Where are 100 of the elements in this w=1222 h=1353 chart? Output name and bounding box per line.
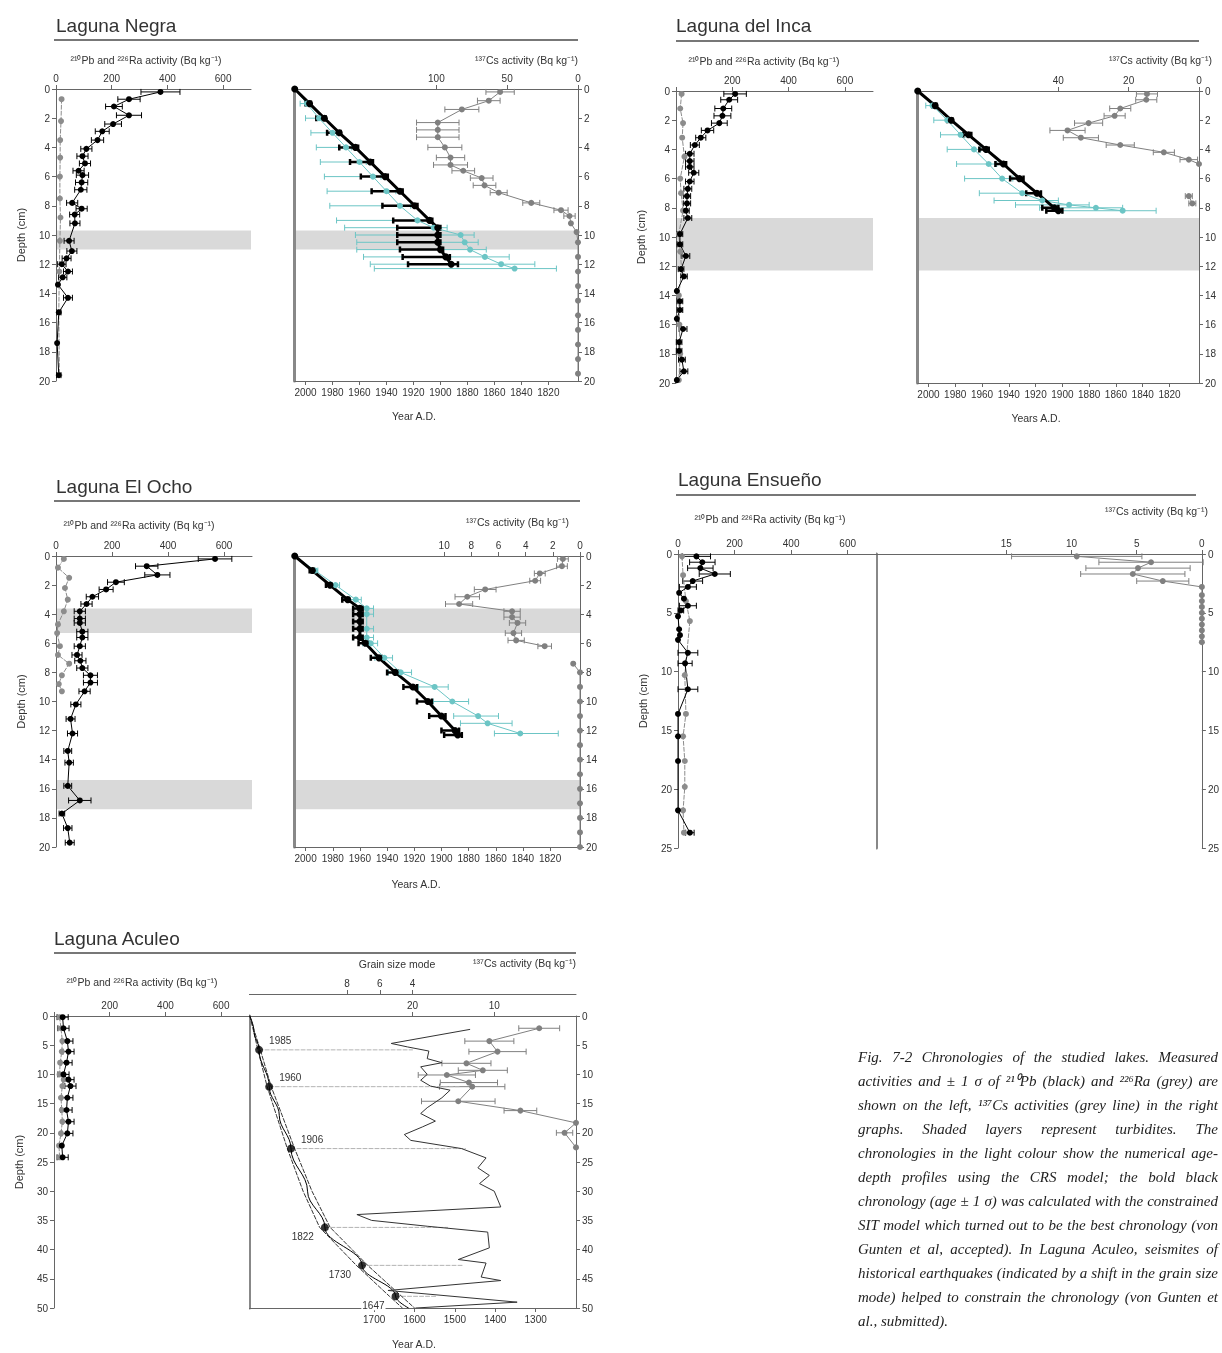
- chart-title: Laguna El Ocho: [56, 475, 193, 497]
- y-tick-label: 4: [1205, 143, 1211, 155]
- y-tick-label: 15: [660, 724, 673, 736]
- y-tick-label: 8: [584, 200, 590, 212]
- x-tick-label: 1820: [537, 386, 560, 398]
- x-tick-label: 15: [1000, 537, 1013, 549]
- y-tick-label: 14: [658, 289, 671, 301]
- x-tick-label: 6: [377, 977, 384, 989]
- y-tick-label: 20: [658, 377, 671, 389]
- y-tick-label: 40: [582, 1244, 594, 1256]
- y-tick-label: 10: [586, 696, 598, 707]
- y-tick-label: 12: [38, 725, 51, 737]
- x-tick-label: 200: [103, 72, 121, 84]
- chart-title: Laguna del Inca: [676, 14, 812, 36]
- y-tick-label: 16: [586, 783, 598, 795]
- y-tick-label: 6: [1205, 173, 1211, 185]
- x-tick-label: 200: [723, 74, 742, 86]
- x-tick-label: 1880: [457, 852, 481, 864]
- y-tick-label: 14: [1205, 289, 1217, 301]
- y-tick-label: 18: [38, 346, 51, 358]
- x-tick-label: 1940: [997, 388, 1021, 400]
- x-tick-label: 1900: [430, 852, 453, 864]
- x-tick-label: 600: [214, 72, 232, 84]
- x-tick-label: 1860: [484, 852, 508, 864]
- y-tick-label: 10: [658, 231, 671, 243]
- y-tick-label: 8: [664, 202, 671, 214]
- y-tick-label: 2: [664, 114, 671, 126]
- x-tick-label: 1940: [375, 852, 399, 864]
- y-tick-label: 50: [36, 1302, 49, 1314]
- x-tick-label: 1960: [348, 386, 372, 398]
- x-tick-label: 8: [344, 977, 351, 989]
- y-axis-title: Depth (cm): [14, 207, 27, 263]
- text: Fig. 7-2 Chronologies of the studied lakes. Measured activities and ± 1 σ of ²¹⁰Pb (black) and ²²⁶Ra (grey) are shown on the left, ¹³⁷Cs activities (grey line) in the right graphs. Shaded layers represent turbidites. The chronologies in the light colour show the numerical age-depth profiles using the CRS model; the bold black chronology (age ± 1 σ) was calculated with the constrained SIT model which turned out to be the best chronology (von Gunten et al, accepted). In Laguna Aculeo, seismites of historical earthquakes (indicated by a shift in the grain size mode) helped to constrain the chronology (von Gunten et al., submitted).: [858, 1049, 1218, 1329]
- y-tick-label: 12: [658, 260, 671, 272]
- x-tick-label: 1700: [363, 1313, 386, 1325]
- y-tick-label: 5: [1207, 607, 1214, 619]
- x-axis-title: ²¹⁰Pb and ²²⁶Ra activity (Bq kg⁻¹): [688, 55, 840, 67]
- y-tick-label: 18: [584, 346, 596, 358]
- y-tick-label: 0: [1207, 548, 1214, 560]
- x-tick-label: 1820: [1158, 388, 1182, 400]
- y-axis-title: Depth (cm): [12, 1134, 25, 1190]
- y-tick-label: 10: [584, 229, 596, 241]
- x-tick-label: 1860: [1104, 388, 1128, 400]
- x-axis-title: Grain size mode: [358, 958, 436, 970]
- y-tick-label: 0: [44, 83, 51, 95]
- x2-tick-label: 100: [428, 72, 446, 84]
- x-tick-label: 10: [1065, 537, 1078, 549]
- y-tick-label: 12: [586, 725, 598, 737]
- y-tick-label: 6: [44, 171, 51, 183]
- x-tick-label: 1920: [1024, 388, 1048, 400]
- chart-title: Laguna Ensueño: [678, 468, 822, 490]
- y-tick-label: 8: [586, 666, 592, 678]
- y-tick-label: 18: [586, 812, 598, 824]
- x-tick-label: 400: [780, 74, 798, 86]
- y-tick-label: 6: [664, 173, 671, 185]
- x-axis-title: Years A.D.: [1011, 412, 1061, 424]
- x-tick-label: 0: [675, 537, 682, 549]
- x2-tick-label: 20: [406, 999, 419, 1011]
- x2-tick-label: 20: [1123, 74, 1135, 86]
- x-tick-label: 4: [409, 977, 416, 989]
- x-tick-label: 2000: [294, 852, 318, 864]
- y-tick-label: 30: [582, 1185, 594, 1197]
- y-tick-label: 0: [586, 550, 592, 562]
- y-tick-label: 20: [584, 375, 596, 387]
- x-tick-label: 1980: [321, 386, 345, 398]
- y-tick-label: 25: [582, 1156, 594, 1168]
- y-tick-label: 6: [584, 171, 590, 183]
- x2-tick-label: 50: [501, 72, 514, 84]
- x-tick-label: 1980: [321, 852, 345, 864]
- y-tick-label: 0: [666, 548, 673, 560]
- y-tick-label: 10: [582, 1068, 594, 1080]
- x2-tick-label: 40: [1052, 74, 1065, 86]
- x-axis-title: ²¹⁰Pb and ²²⁶Ra activity (Bq kg⁻¹): [694, 513, 846, 525]
- x-tick-label: 1900: [1051, 388, 1074, 400]
- y-tick-label: 20: [1207, 783, 1220, 795]
- y-tick-label: 25: [1207, 842, 1220, 854]
- x-tick-label: 1880: [456, 386, 479, 398]
- y-tick-label: 6: [44, 637, 51, 649]
- x-tick-label: 1840: [511, 852, 535, 864]
- y-tick-label: 16: [38, 783, 51, 795]
- y-tick-label: 10: [38, 229, 51, 241]
- y-tick-label: 20: [586, 841, 598, 853]
- x-tick-label: 1860: [483, 386, 506, 398]
- y-tick-label: 20: [38, 841, 51, 853]
- y-tick-label: 16: [658, 319, 671, 331]
- y-tick-label: 20: [36, 1127, 49, 1139]
- y-tick-label: 5: [42, 1039, 49, 1051]
- y-tick-label: 4: [44, 141, 51, 153]
- x-tick-label: 1980: [944, 388, 967, 400]
- y-tick-label: 6: [586, 637, 592, 649]
- x-tick-label: 2000: [294, 386, 318, 398]
- y-tick-label: 12: [38, 258, 51, 270]
- y-tick-label: 14: [38, 754, 51, 766]
- x-tick-label: 1600: [403, 1313, 427, 1325]
- x-axis-title: ²¹⁰Pb and ²²⁶Ra activity (Bq kg⁻¹): [70, 54, 222, 66]
- y-axis-title: Depth (cm): [636, 673, 649, 729]
- x2-axis-title: ¹³⁷Cs activity (Bq kg⁻¹): [1109, 54, 1212, 66]
- x-tick-label: 600: [212, 999, 230, 1011]
- y-tick-label: 20: [582, 1127, 594, 1139]
- x-tick-label: 600: [836, 74, 854, 86]
